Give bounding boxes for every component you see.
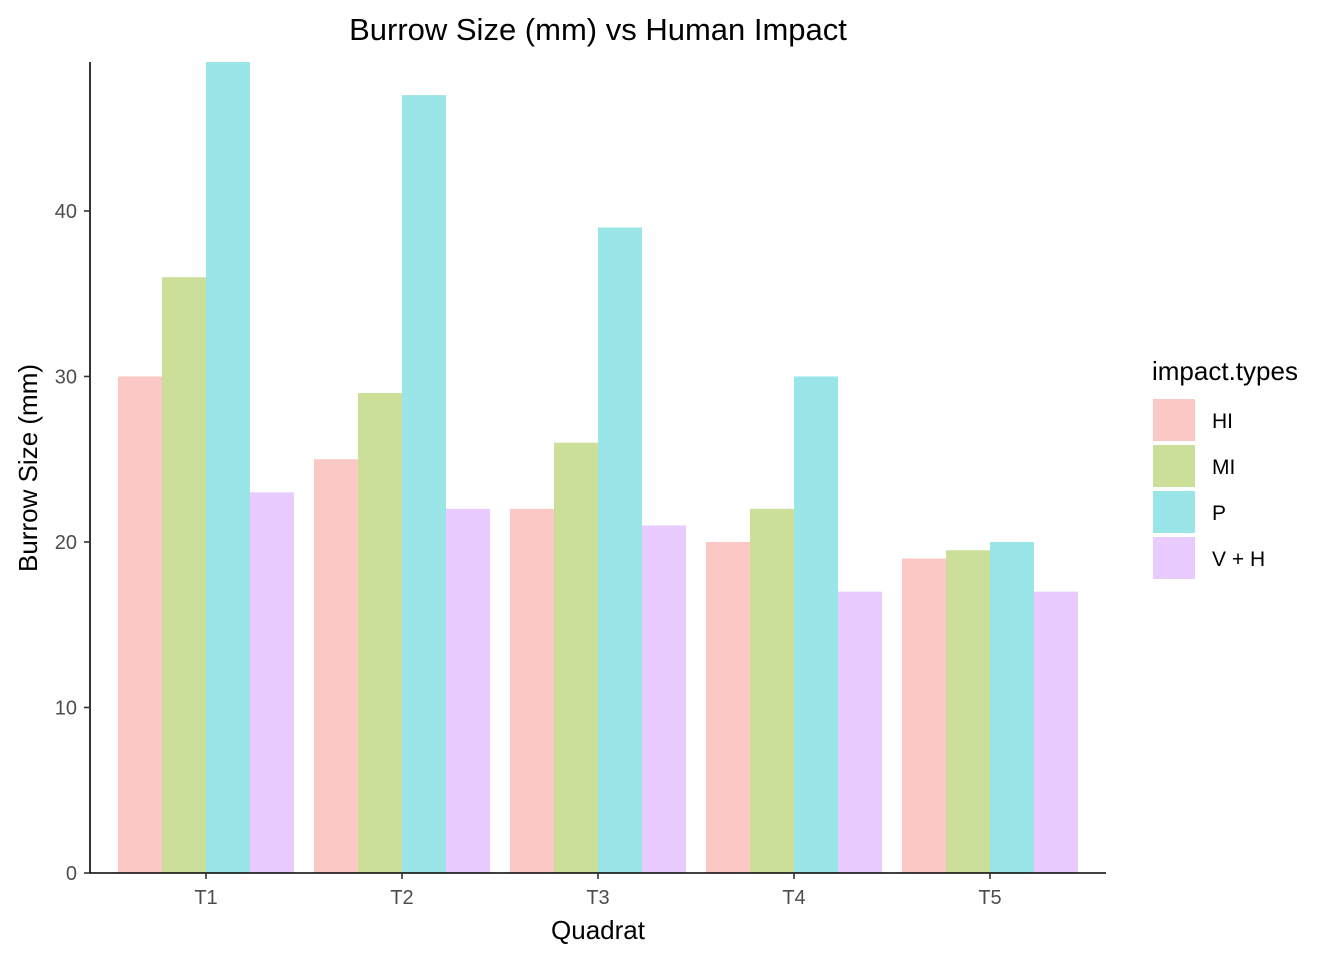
x-axis-title: Quadrat [551,915,646,945]
bar-t4-v-h [838,591,882,873]
legend-title: impact.types [1152,356,1298,386]
legend-label: P [1212,502,1226,525]
x-tick-label: T3 [586,887,609,909]
bar-t1-mi [162,277,206,873]
x-axis-ticks: T1 T2 T3 T4 T5 [194,873,1002,909]
x-tick-label: T5 [978,887,1001,909]
legend-items: HI MI P V + H [1153,399,1265,579]
x-tick-label: T2 [390,887,413,909]
legend-label: V + H [1212,548,1265,571]
bar-t5-hi [902,558,946,873]
bar-t2-v-h [446,508,490,873]
y-axis-ticks: 0 10 20 30 40 [55,201,90,885]
legend-label: MI [1212,456,1235,479]
y-tick-label: 40 [55,201,77,223]
bar-t3-v-h [642,525,686,873]
y-axis-title: Burrow Size (mm) [13,364,43,572]
bar-t2-p [402,95,446,873]
legend-key-p [1153,491,1195,533]
x-tick-label: T1 [194,887,217,909]
bar-t4-mi [750,508,794,873]
legend: impact.types HI MI P V + H [1152,356,1298,579]
bar-t4-p [794,376,838,873]
bar-t2-mi [358,393,402,873]
y-tick-label: 30 [55,366,77,388]
y-tick-label: 0 [66,863,77,885]
bar-t3-mi [554,442,598,873]
y-tick-label: 20 [55,532,77,554]
bar-t5-p [990,541,1034,873]
bar-t1-v-h [250,492,294,873]
legend-label: HI [1212,410,1233,433]
x-tick-label: T4 [782,887,805,909]
bar-t3-hi [510,508,554,873]
bar-t5-v-h [1034,591,1078,873]
bar-t1-hi [118,376,162,873]
legend-key-v-h [1153,537,1195,579]
bar-t3-p [598,227,642,874]
bar-t5-mi [946,550,990,873]
bar-t4-hi [706,541,750,873]
chart-title: Burrow Size (mm) vs Human Impact [349,12,847,47]
legend-key-hi [1153,399,1195,441]
y-tick-label: 10 [55,697,77,719]
legend-key-mi [1153,445,1195,487]
bar-t2-hi [314,459,358,873]
bars-group [118,62,1078,874]
bar-t1-p [206,62,250,873]
